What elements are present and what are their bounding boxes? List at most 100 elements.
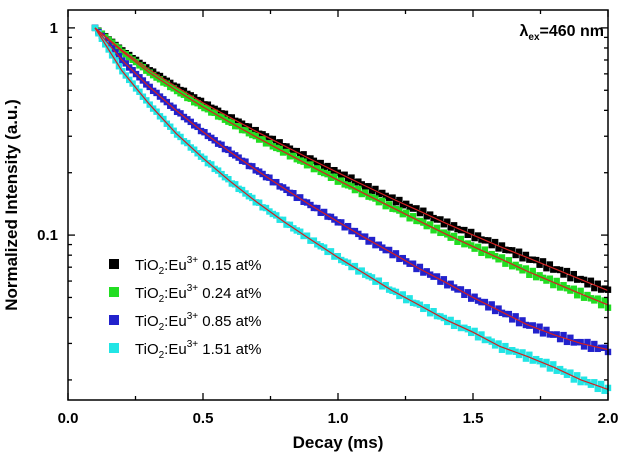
data-point-s1 (488, 250, 495, 258)
data-point-s0 (485, 237, 492, 244)
data-point-s2 (334, 219, 342, 226)
data-point-s1 (594, 295, 601, 302)
data-point-s0 (502, 246, 509, 253)
data-point-s2 (385, 246, 393, 254)
y-tick-label-0: 0.1 (37, 227, 58, 244)
data-point-s3 (392, 288, 400, 296)
data-point-s1 (399, 210, 406, 218)
data-point-s0 (491, 238, 499, 246)
data-point-s2 (491, 307, 499, 315)
data-point-s2 (273, 178, 280, 186)
data-point-s1 (303, 162, 311, 169)
data-point-s2 (344, 222, 352, 230)
data-point-s2 (532, 327, 540, 334)
legend-label-0-sub: 2 (159, 266, 165, 277)
data-point-s3 (450, 322, 458, 330)
data-point-s1 (283, 148, 290, 156)
data-point-s2 (293, 194, 300, 202)
data-point-s2 (399, 254, 406, 262)
data-point-s1 (526, 271, 533, 278)
data-point-s2 (584, 338, 591, 346)
excitation-annotation: λex=460 nm (519, 23, 604, 43)
data-point-s3 (577, 378, 584, 386)
data-point-s0 (396, 196, 403, 204)
data-point-s1 (279, 149, 287, 156)
data-point-s0 (597, 286, 605, 293)
data-point-s3 (396, 292, 403, 300)
data-point-s3 (491, 342, 499, 349)
data-point-s2 (266, 174, 273, 181)
data-point-s3 (471, 327, 478, 335)
data-point-s0 (221, 110, 229, 118)
data-point-s1 (433, 224, 441, 232)
data-point-s2 (519, 317, 526, 324)
x-tick-label-1: 0.5 (193, 410, 214, 427)
data-point-s1 (255, 136, 263, 143)
legend-label-3-mid: :Eu (164, 341, 187, 358)
data-point-s2 (543, 326, 550, 334)
data-point-s3 (574, 372, 581, 379)
data-point-s3 (430, 307, 437, 315)
data-points (91, 24, 612, 394)
data-point-s2 (471, 293, 478, 300)
data-point-s0 (303, 155, 311, 162)
data-point-s1 (550, 281, 557, 289)
data-point-s1 (214, 113, 222, 120)
x-axis-title: Decay (ms) (293, 433, 384, 452)
data-point-s3 (259, 204, 266, 211)
data-point-s3 (228, 180, 235, 187)
data-point-s1 (235, 123, 242, 130)
data-point-s2 (433, 273, 441, 280)
data-point-s0 (348, 174, 355, 181)
data-point-s2 (413, 265, 420, 273)
legend-label-3: TiO2:Eu3+ 1.51 at% (135, 339, 261, 361)
legend-label-2-base: TiO (135, 313, 159, 330)
data-point-s1 (471, 245, 478, 252)
data-point-s1 (290, 152, 297, 160)
data-point-s2 (423, 268, 430, 275)
data-point-s1 (375, 198, 383, 206)
data-point-s2 (320, 208, 328, 216)
data-point-s3 (522, 355, 530, 362)
legend: TiO2:Eu3+ 0.15 at% TiO2:Eu3+ 0.24 at% Ti… (109, 255, 261, 361)
data-point-s1 (355, 185, 362, 193)
data-point-s3 (454, 319, 461, 327)
data-point-s3 (474, 334, 482, 341)
x-tick-label-2: 1.0 (328, 410, 349, 427)
data-point-s1 (413, 217, 420, 225)
data-point-s0 (420, 207, 427, 214)
data-point-s2 (300, 198, 307, 205)
legend-marker-0 (109, 259, 119, 269)
data-point-s0 (550, 266, 557, 273)
legend-label-1-base: TiO (135, 285, 159, 302)
data-point-s2 (591, 340, 598, 348)
data-point-s0 (539, 258, 547, 265)
data-point-s3 (594, 385, 601, 393)
data-point-s0 (351, 179, 359, 186)
data-point-s1 (341, 181, 348, 188)
legend-label-2-sup: 3+ (187, 311, 199, 322)
data-point-s2 (276, 183, 283, 190)
data-point-s0 (293, 147, 300, 155)
data-point-s0 (587, 277, 595, 284)
data-point-s2 (392, 250, 400, 257)
data-point-s0 (478, 236, 485, 243)
data-point-s2 (481, 298, 489, 306)
data-point-s1 (457, 235, 465, 243)
data-point-s1 (522, 265, 530, 272)
data-point-s1 (580, 294, 588, 301)
data-point-s2 (563, 338, 571, 346)
data-point-s0 (389, 194, 396, 201)
legend-label-1: TiO2:Eu3+ 0.24 at% (135, 283, 261, 305)
data-point-s3 (399, 291, 406, 298)
data-point-s0 (423, 213, 430, 220)
data-point-s2 (536, 323, 543, 330)
data-point-s2 (529, 322, 536, 329)
data-point-s3 (601, 387, 608, 394)
data-point-s2 (368, 236, 376, 244)
data-point-s0 (515, 248, 523, 255)
data-point-s2 (556, 335, 564, 343)
data-point-s1 (498, 254, 506, 261)
data-point-s0 (252, 126, 259, 134)
